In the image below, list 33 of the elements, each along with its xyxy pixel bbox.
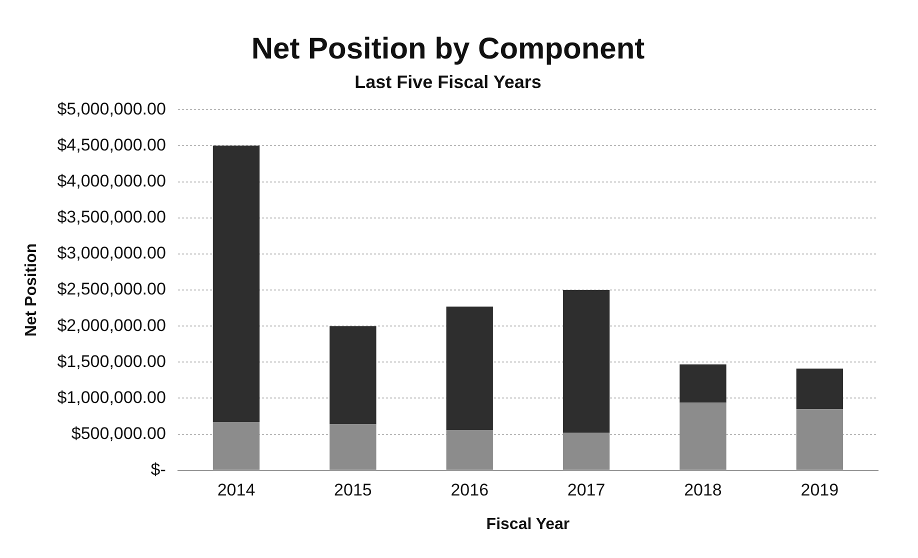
y-tick-label: $- bbox=[150, 460, 166, 480]
bar bbox=[680, 402, 726, 470]
bar bbox=[330, 326, 376, 424]
y-tick-label: $2,000,000.00 bbox=[57, 316, 166, 335]
y-tick-label: $3,000,000.00 bbox=[57, 244, 166, 263]
x-tick-label: 2019 bbox=[800, 480, 839, 500]
y-tick-label: $5,000,000.00 bbox=[57, 99, 166, 118]
x-axis-title: Fiscal Year bbox=[486, 516, 570, 533]
y-tick-label: $4,000,000.00 bbox=[57, 171, 166, 190]
bar bbox=[680, 364, 726, 403]
x-tick-label: 2018 bbox=[684, 480, 722, 500]
y-axis-title: Net Position bbox=[23, 243, 40, 337]
bar bbox=[446, 306, 493, 430]
bar bbox=[562, 290, 610, 433]
x-tick-label: 2015 bbox=[334, 480, 372, 500]
bar bbox=[212, 422, 260, 470]
bar bbox=[562, 432, 610, 470]
y-tick-label: $2,500,000.00 bbox=[57, 280, 166, 299]
y-tick-label: $500,000.00 bbox=[71, 424, 166, 444]
y-tick-label: $3,500,000.00 bbox=[57, 208, 166, 227]
y-tick-label: $1,500,000.00 bbox=[57, 352, 166, 371]
chart-title: Net Position by Component bbox=[251, 32, 645, 66]
bar bbox=[330, 424, 376, 470]
bar bbox=[796, 368, 843, 410]
x-tick-label: 2016 bbox=[450, 480, 489, 500]
bar bbox=[796, 409, 843, 470]
x-tick-label: 2014 bbox=[217, 480, 256, 500]
y-tick-label: $4,500,000.00 bbox=[57, 135, 166, 154]
bar bbox=[212, 146, 260, 422]
bar bbox=[446, 430, 493, 470]
chart-subtitle: Last Five Fiscal Years bbox=[354, 72, 542, 92]
y-tick-label: $1,000,000.00 bbox=[57, 388, 166, 407]
x-tick-label: 2017 bbox=[567, 480, 606, 500]
